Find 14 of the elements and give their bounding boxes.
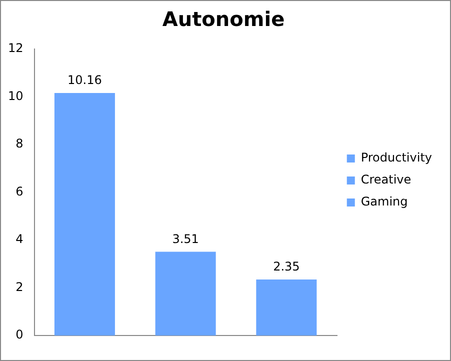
- data-label: 3.51: [172, 232, 199, 246]
- y-tick-label: 2: [16, 280, 24, 294]
- y-tick-label: 4: [16, 232, 24, 246]
- y-tick-label: 6: [16, 184, 24, 198]
- y-tick-label: 8: [16, 136, 24, 151]
- legend-label: Gaming: [360, 194, 408, 209]
- y-tick-label: 10: [8, 88, 24, 103]
- data-label: 10.16: [68, 73, 102, 88]
- legend-label: Productivity: [360, 150, 432, 165]
- chart-title: Autonomie: [162, 7, 285, 32]
- legend-label: Creative: [360, 172, 412, 187]
- y-tick-label: 12: [8, 41, 24, 56]
- y-tick-label: 0: [16, 328, 24, 342]
- data-label: 2.35: [273, 260, 300, 274]
